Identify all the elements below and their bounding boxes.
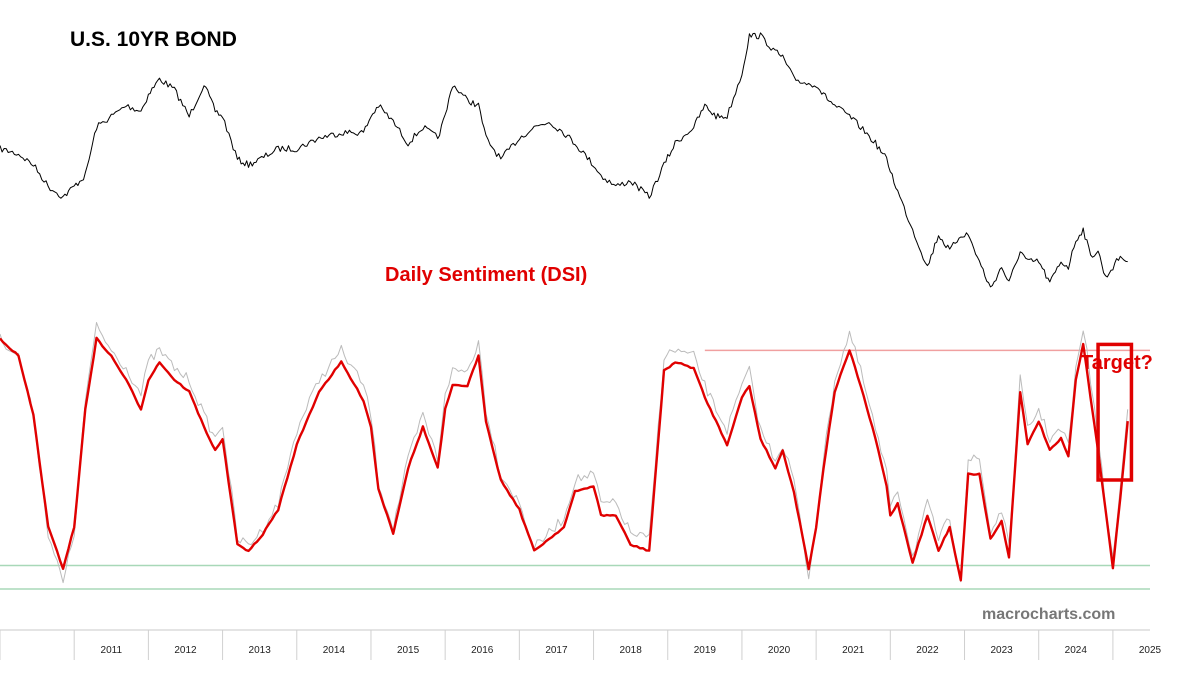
x-tick-label: 2017: [545, 645, 568, 656]
bond-price-line: [0, 32, 1128, 288]
target-annotation-label: Target?: [1081, 352, 1153, 374]
x-tick-label: 2011: [101, 645, 123, 656]
watermark: macrocharts.com: [982, 606, 1116, 623]
x-tick-label: 2013: [249, 645, 272, 656]
x-tick-label: 2021: [842, 645, 865, 656]
x-tick-label: 2015: [397, 645, 420, 656]
x-tick-label: 2025: [1139, 645, 1162, 656]
x-tick-label: 2022: [916, 645, 939, 656]
x-tick-label: 2023: [990, 645, 1013, 656]
dsi-raw-line: [0, 322, 1129, 584]
x-tick-label: 2016: [471, 645, 494, 656]
x-tick-label: 2024: [1065, 645, 1088, 656]
dsi-smoothed-line: [0, 336, 1129, 582]
x-tick-label: 2018: [620, 645, 643, 656]
x-tick-label: 2020: [768, 645, 791, 656]
dsi-panel-title: Daily Sentiment (DSI): [385, 264, 588, 286]
x-tick-label: 2012: [174, 645, 197, 656]
x-tick-label: 2019: [694, 645, 717, 656]
target-annotation-box: [1096, 342, 1134, 482]
x-tick-label: 2014: [323, 645, 346, 656]
bond-panel-title: U.S. 10YR BOND: [70, 28, 237, 51]
